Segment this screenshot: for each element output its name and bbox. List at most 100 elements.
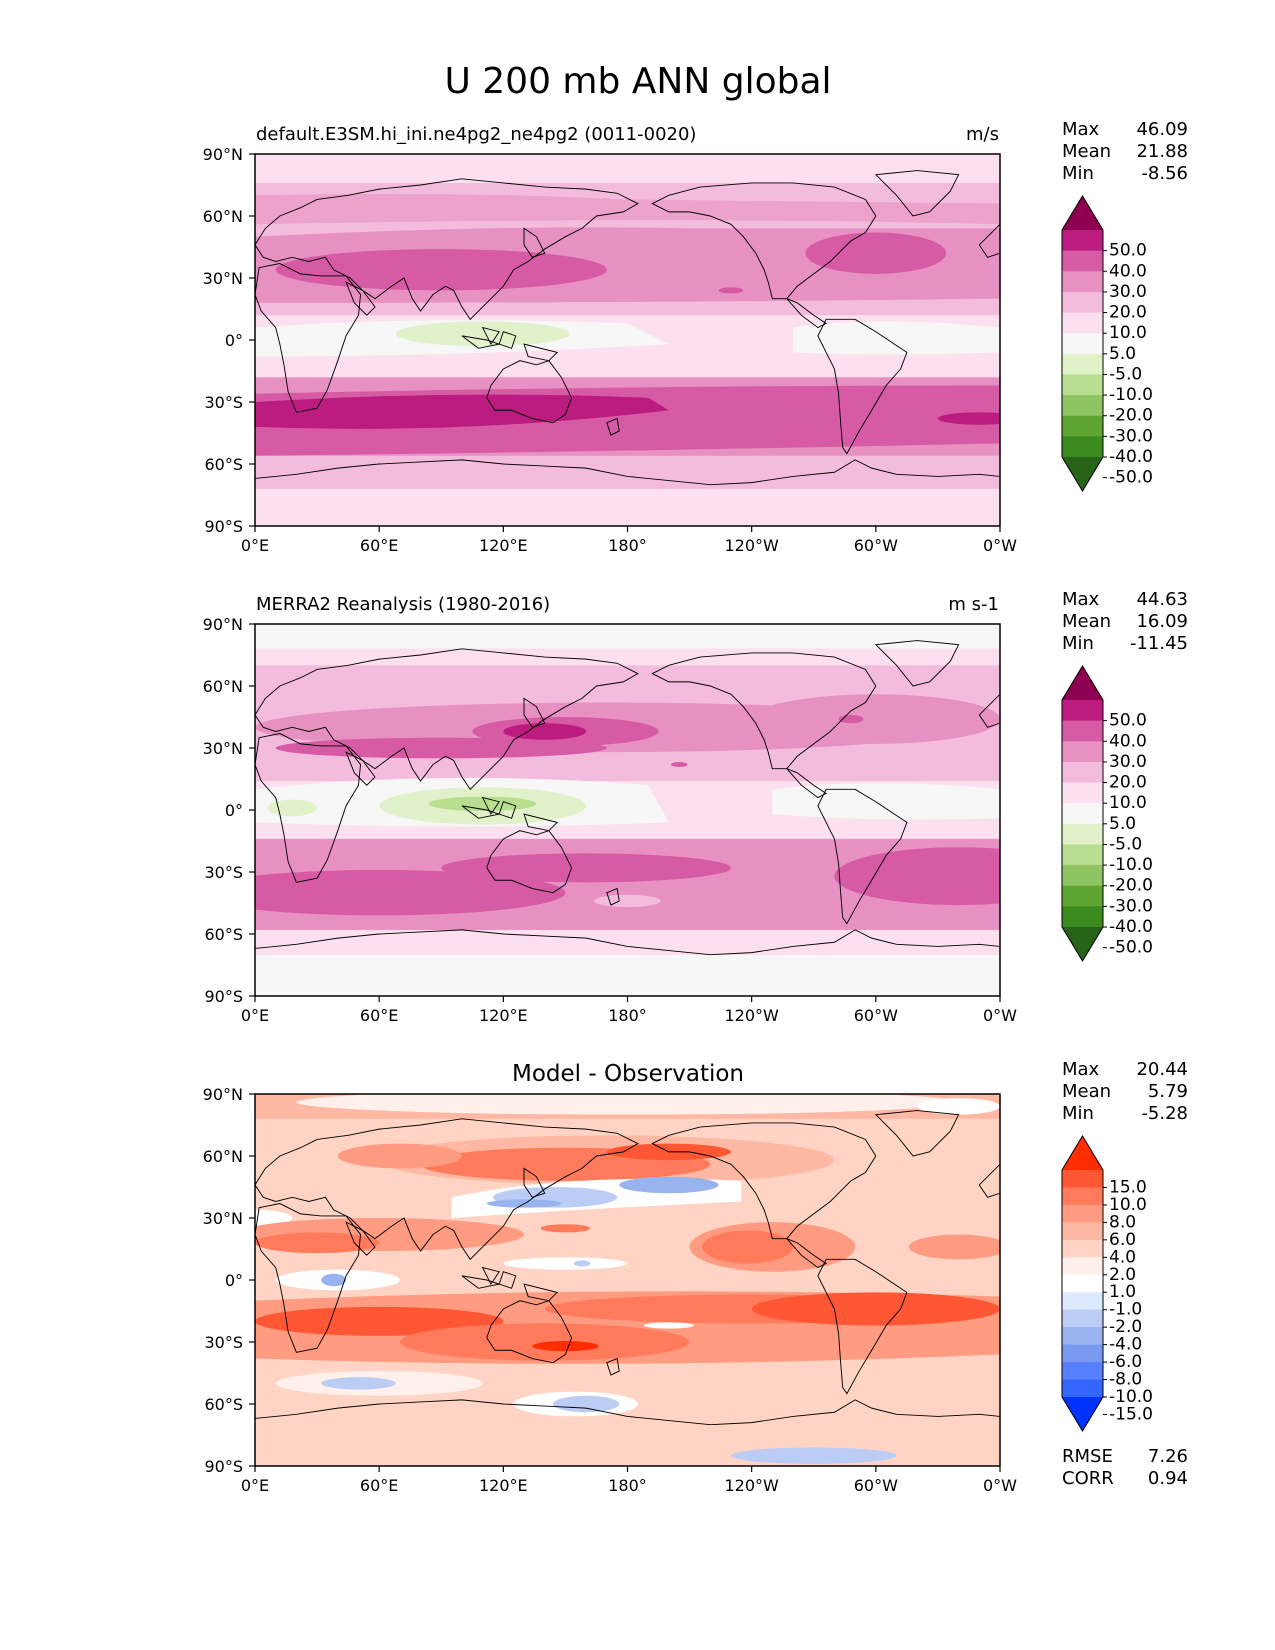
stat-max-value: 44.63 [1136, 589, 1188, 610]
y-tick-label: 30°N [203, 1209, 243, 1228]
colorbar-segment [1062, 1309, 1103, 1328]
y-tick-label: 30°S [204, 393, 243, 412]
stat-max-label: Max [1062, 589, 1100, 610]
colorbar-label: 2.0 [1109, 1265, 1136, 1285]
x-tick-label: 60°W [854, 1006, 898, 1025]
x-tick-label: 180° [608, 1006, 647, 1025]
panel-reference-colorbar: 50.040.030.020.010.05.0-5.0-10.0-20.0-30… [1061, 665, 1153, 962]
x-tick-label: 60°W [854, 1476, 898, 1495]
stat-mean-value: 5.79 [1148, 1081, 1188, 1102]
colorbar-label: -50.0 [1109, 938, 1153, 958]
colorbar-label: 5.0 [1109, 814, 1136, 834]
stat-mean-label: Mean [1062, 141, 1111, 162]
colorbar-label: 8.0 [1109, 1212, 1136, 1232]
colorbar-label: 5.0 [1109, 344, 1136, 364]
colorbar-label: -20.0 [1109, 876, 1153, 896]
panel-reference-map [255, 624, 1000, 996]
colorbar-label: -20.0 [1109, 406, 1153, 426]
colorbar-label: -2.0 [1109, 1317, 1142, 1337]
stat-mean-label: Mean [1062, 611, 1111, 632]
panel-difference: Model - Observation [203, 1059, 1188, 1495]
stat-min-label: Min [1062, 633, 1094, 654]
x-tick-label: 60°E [360, 536, 398, 555]
x-tick-label: 60°E [360, 1006, 398, 1025]
metric-corr-label: CORR [1062, 1468, 1114, 1489]
colorbar-label: -5.0 [1109, 364, 1142, 384]
y-tick-label: 60°S [204, 455, 243, 474]
stat-min-label: Min [1062, 163, 1094, 184]
colorbar-segment [1062, 844, 1103, 866]
stat-max-label: Max [1062, 1059, 1100, 1080]
colorbar-label: 10.0 [1109, 323, 1147, 343]
stat-max-value: 46.09 [1136, 119, 1188, 140]
panel-difference-colorbar: 15.010.08.06.04.02.01.0-1.0-2.0-4.0-6.0-… [1061, 1135, 1153, 1432]
x-tick-label: 120°W [724, 1006, 779, 1025]
figure-title: U 200 mb ANN global [444, 61, 831, 102]
stat-min-value: -5.28 [1141, 1103, 1188, 1124]
colorbar-segment [1062, 906, 1103, 928]
stat-min-value: -11.45 [1130, 633, 1188, 654]
colorbar-segment [1062, 436, 1103, 458]
stat-max-value: 20.44 [1136, 1059, 1188, 1080]
panel-reference-title-right: m s-1 [948, 594, 999, 615]
colorbar-segment [1062, 1239, 1103, 1258]
colorbar-segment [1062, 1257, 1103, 1276]
panel-test-title-right: m/s [966, 124, 999, 145]
colorbar-label: 50.0 [1109, 241, 1147, 261]
colorbar-segment [1062, 1274, 1103, 1293]
metric-rmse-label: RMSE [1062, 1446, 1113, 1467]
y-tick-label: 60°S [204, 1395, 243, 1414]
y-tick-label: 30°S [204, 1333, 243, 1352]
colorbar-label: -6.0 [1109, 1352, 1142, 1372]
colorbar-segment [1062, 415, 1103, 437]
colorbar-segment [1062, 1327, 1103, 1346]
y-tick-label: 0° [225, 1271, 243, 1290]
colorbar-segment [1062, 885, 1103, 907]
colorbar-segment [1062, 823, 1103, 845]
x-tick-label: 120°W [724, 1476, 779, 1495]
colorbar-segment [1062, 1222, 1103, 1241]
colorbar-label: 6.0 [1109, 1230, 1136, 1250]
colorbar-label: -10.0 [1109, 1387, 1153, 1407]
y-tick-label: 90°S [204, 1457, 243, 1476]
stat-mean-value: 16.09 [1136, 611, 1188, 632]
panel-difference-axes: 0°E 60°E 120°E 180° 120°W 60°W 0°W 90°N 60°N 30°N… [203, 1085, 1018, 1495]
colorbar-segment [1062, 1362, 1103, 1380]
panel-test-title-left: default.E3SM.hi_ini.ne4pg2_ne4pg2 (0011-… [256, 124, 696, 145]
colorbar-label: 4.0 [1109, 1247, 1136, 1267]
colorbar-label: -8.0 [1109, 1370, 1142, 1390]
colorbar-segment [1062, 395, 1103, 417]
stat-mean-value: 21.88 [1136, 141, 1188, 162]
colorbar-label: 50.0 [1109, 711, 1147, 731]
panel-difference-title: Model - Observation [512, 1061, 744, 1087]
colorbar-label: -10.0 [1109, 855, 1153, 875]
colorbar-label: -4.0 [1109, 1335, 1142, 1355]
y-tick-label: 60°N [203, 1147, 243, 1166]
colorbar-segment [1062, 865, 1103, 887]
colorbar-segment [1062, 741, 1103, 763]
colorbar-segment [1062, 1292, 1103, 1311]
panel-test-map [255, 154, 1000, 526]
panel-reference-axes: 0°E 60°E 120°E 180° 120°W 60°W 0°W 90°N 60°N 30°N… [203, 615, 1018, 1025]
x-tick-label: 120°E [479, 1006, 528, 1025]
x-tick-label: 60°E [360, 1476, 398, 1495]
y-tick-label: 30°S [204, 863, 243, 882]
colorbar-label: -1.0 [1109, 1300, 1142, 1320]
colorbar-extend-top [1062, 666, 1103, 700]
y-tick-label: 30°N [203, 269, 243, 288]
colorbar-segment [1062, 312, 1103, 334]
colorbar-extend-top [1062, 1136, 1103, 1170]
x-tick-label: 0°E [241, 1476, 269, 1495]
colorbar-label: -40.0 [1109, 917, 1153, 937]
panel-difference-map [255, 1094, 1000, 1466]
colorbar-segment [1062, 353, 1103, 375]
x-tick-label: 0°E [241, 1006, 269, 1025]
colorbar-segment [1062, 803, 1103, 825]
colorbar-label: 20.0 [1109, 303, 1147, 323]
colorbar-segment [1062, 333, 1103, 355]
y-tick-label: 0° [225, 801, 243, 820]
colorbar-segment [1062, 250, 1103, 272]
colorbar-extend-top [1062, 196, 1103, 230]
y-tick-label: 90°S [204, 517, 243, 536]
colorbar-segment [1062, 1379, 1103, 1398]
